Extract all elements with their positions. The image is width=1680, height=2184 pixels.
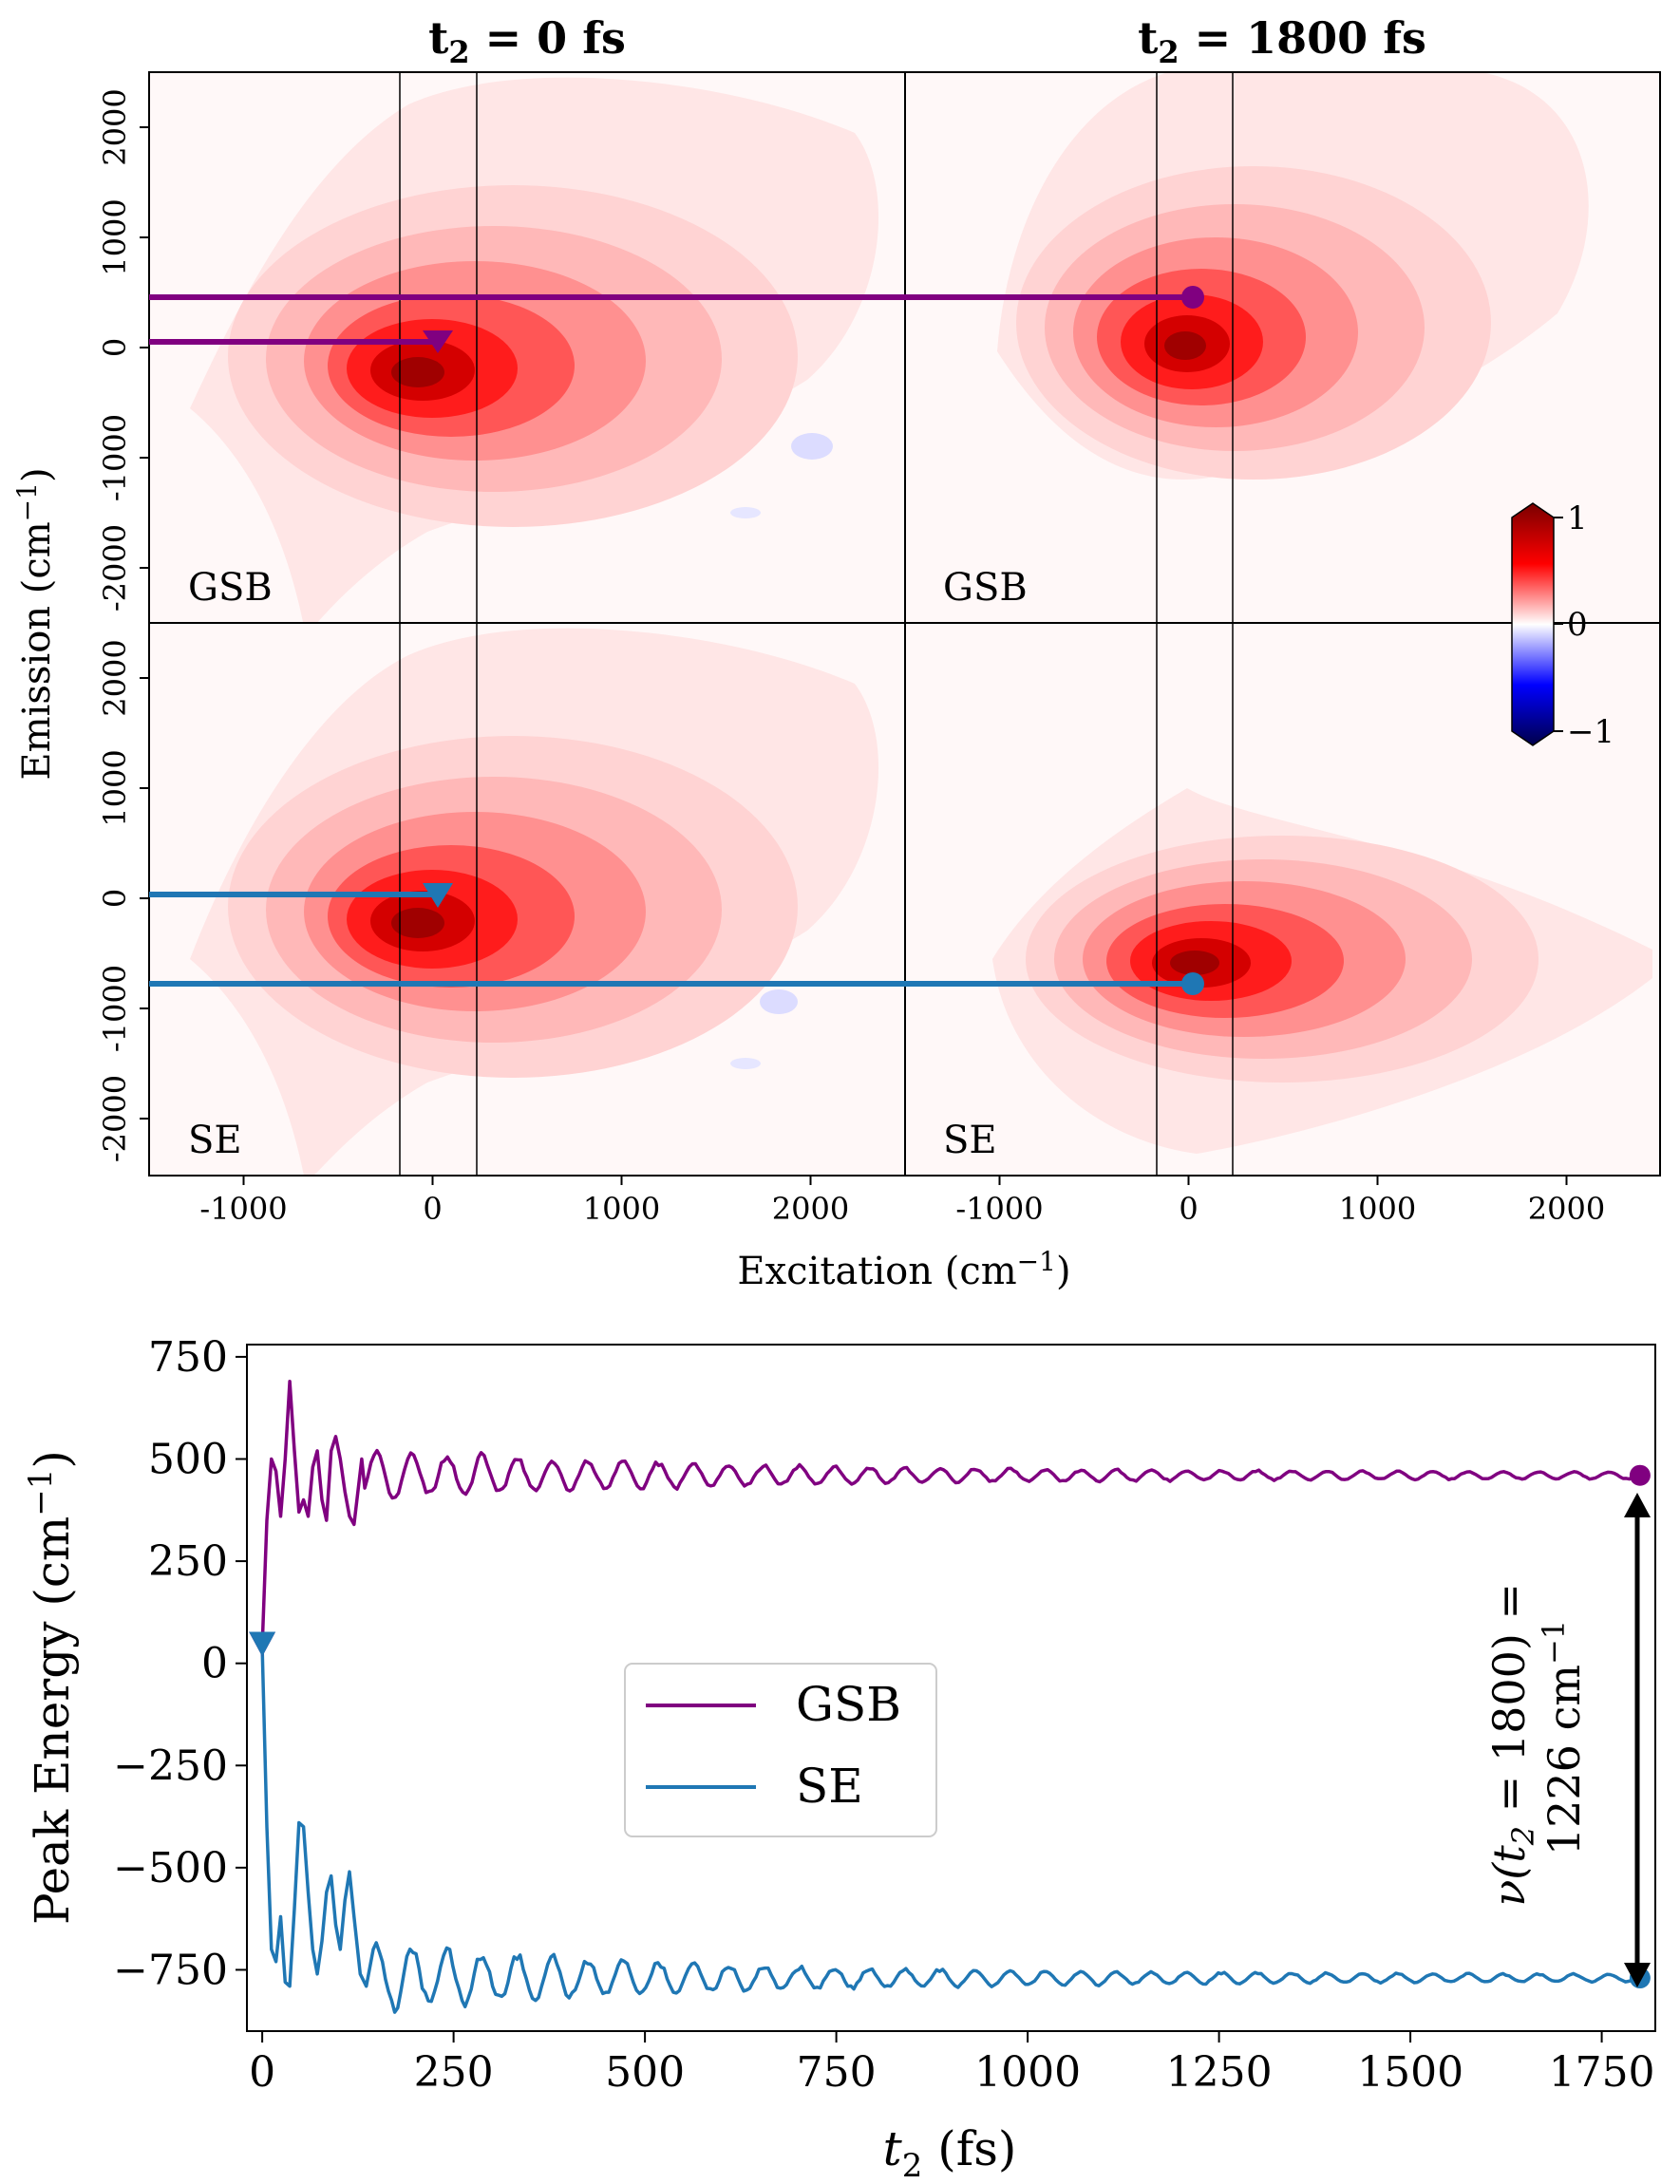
heatmap-xtick-label: 1000	[583, 1191, 660, 1227]
delta-annotation-text: ν(t2 = 1800) = 1226 cm−1	[1483, 1569, 1590, 1906]
line-chart-series	[249, 1379, 1651, 2014]
series-line-se	[260, 1647, 1641, 2014]
heatmap-xtick-label: 0	[423, 1191, 442, 1227]
heatmap-ytick-label: 2000	[97, 88, 133, 165]
gsb-markers	[149, 286, 1204, 353]
col-title-t0: t2 = 0 fs	[428, 12, 626, 70]
heatmap-frames	[148, 71, 1661, 1177]
line-xtick-label: 1000	[974, 2048, 1081, 2097]
heatmap-xtick-label: 0	[1179, 1191, 1198, 1227]
line-ytick-label: 500	[148, 1436, 228, 1484]
heatmap-xtick-label: 2000	[1528, 1191, 1605, 1227]
panel-label-gsb-t0: GSB	[188, 566, 273, 610]
heatmap-ytick-label: 1000	[97, 198, 133, 275]
heatmap-ytick-label: 0	[97, 338, 133, 357]
contour-gsb-t1800	[997, 72, 1589, 480]
heatmap-ytick-label: -2000	[97, 524, 133, 612]
line-xtick-label: 1750	[1549, 2048, 1655, 2097]
legend-label-gsb: GSB	[796, 1677, 901, 1732]
delta-arrow-head-bottom	[1624, 1963, 1651, 1987]
line-ytick-label: 0	[201, 1640, 228, 1688]
line-ytick-label: 750	[148, 1333, 228, 1382]
colorbar-tick-0: 0	[1567, 606, 1588, 644]
line-ytick-label: −500	[113, 1844, 228, 1892]
line-ytick-label: −750	[113, 1946, 228, 1994]
line-chart-ylabel: Peak Energy (cm−1)	[22, 1450, 80, 1925]
legend-label-se: SE	[796, 1759, 863, 1814]
heatmap-ytick-label: 0	[97, 889, 133, 908]
legend: GSB SE	[624, 1663, 937, 1837]
se-t1800-peak-marker	[1181, 972, 1204, 995]
line-chart-axes: 0 250 500 750 1000 1250 1500 1750 −750 −500 −250 0 2…	[113, 1333, 1654, 2097]
heatmap-xtick-label: 2000	[772, 1191, 849, 1227]
heatmap-xlabel: Excitation (cm−1)	[737, 1246, 1070, 1293]
delta-annotation: ν(t2 = 1800) = 1226 cm−1	[1483, 1493, 1651, 1987]
col-title-t1800: t2 = 1800 fs	[1138, 12, 1426, 70]
panel-se-t0	[149, 623, 905, 1176]
panel-label-gsb-t1800: GSB	[943, 566, 1028, 610]
delta-arrow-head-top	[1624, 1493, 1651, 1517]
colorbar-tick-minus1: −1	[1567, 713, 1614, 751]
line-xtick-label: 750	[797, 2048, 877, 2097]
se-t0-peak-marker	[423, 883, 453, 908]
series-start-marker-se	[249, 1631, 276, 1657]
gsb-t1800-peak-marker	[1181, 286, 1204, 309]
series-end-marker-gsb	[1629, 1464, 1651, 1486]
contour-se-t0	[190, 628, 879, 1176]
panel-gsb-t1800	[905, 72, 1660, 623]
heatmap-ytick-label: -1000	[97, 414, 133, 501]
heatmap-ylabel: Emission (cm−1)	[11, 467, 59, 780]
panel-se-t1800	[905, 623, 1660, 1176]
line-xtick-label: 500	[605, 2048, 685, 2097]
line-xtick-label: 250	[414, 2048, 494, 2097]
line-xtick-label: 1250	[1166, 2048, 1273, 2097]
colorbar-tick-1: 1	[1567, 499, 1588, 537]
heatmap-xtick-label: -1000	[955, 1191, 1043, 1227]
series-line-gsb	[260, 1379, 1642, 1647]
line-chart-xlabel: t2 (fs)	[883, 2121, 1017, 2184]
heatmap-ytick-label: -2000	[97, 1075, 133, 1162]
heatmap-xtick-label: 1000	[1339, 1191, 1416, 1227]
peak-energy-chart: 0 250 500 750 1000 1250 1500 1750 −750 −500 −250 0 2…	[22, 1333, 1656, 2184]
line-ytick-label: 250	[148, 1537, 228, 1586]
panel-label-se-t0: SE	[188, 1119, 242, 1162]
contour-gsb-t0	[190, 77, 878, 623]
panel-label-se-t1800: SE	[943, 1119, 997, 1162]
line-ytick-label: −250	[113, 1742, 228, 1790]
heatmap-ytick-label: 1000	[97, 749, 133, 826]
line-chart-frame	[246, 1344, 1656, 2032]
heatmap-xtick-label: -1000	[199, 1191, 287, 1227]
heatmap-ytick-label: 2000	[97, 639, 133, 716]
colorbar-body	[1511, 502, 1555, 746]
colorbar: 1 0 −1	[1511, 499, 1614, 751]
panel-gsb-t0	[149, 72, 905, 623]
se-markers	[149, 883, 1204, 995]
gsb-t0-peak-marker	[423, 330, 453, 353]
heatmap-ytick-label: -1000	[97, 965, 133, 1052]
line-xtick-label: 1500	[1357, 2048, 1463, 2097]
heatmap-axes: -1000 0 1000 2000 -1000 0 1000 2000 -2000 -1000 0 1…	[97, 88, 1605, 1227]
line-xtick-label: 0	[249, 2048, 275, 2097]
